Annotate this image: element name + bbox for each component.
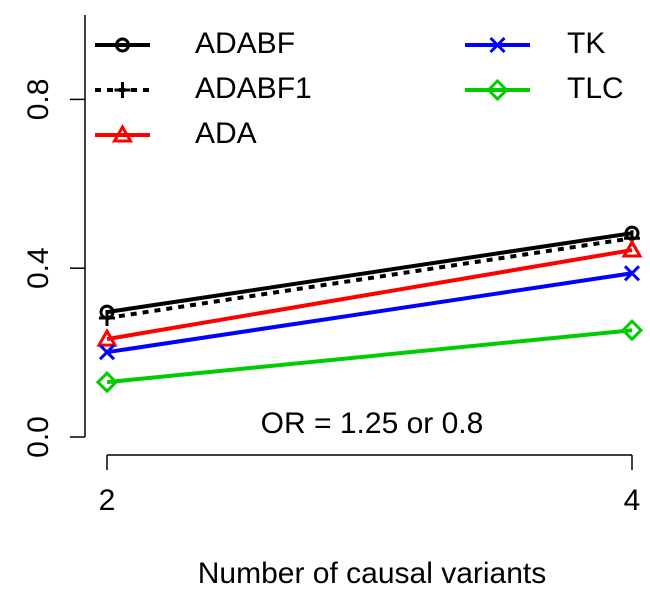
marker xyxy=(98,344,116,361)
series-line xyxy=(106,248,633,342)
marker xyxy=(95,371,119,394)
legend-label: TK xyxy=(567,27,605,60)
marker xyxy=(114,82,131,98)
series-line xyxy=(106,236,633,320)
series-line xyxy=(106,271,633,355)
marker xyxy=(111,123,134,143)
series-line xyxy=(106,231,633,315)
annotation: OR = 1.25 or 0.8 xyxy=(261,407,484,440)
x-tick-label: 2 xyxy=(99,484,116,517)
y-tick-label: 0.0 xyxy=(22,416,55,458)
marker xyxy=(623,265,641,282)
marker xyxy=(620,319,644,342)
legend-label: TLC xyxy=(567,72,624,105)
marker xyxy=(486,78,509,102)
marker xyxy=(489,36,506,54)
legend-label: ADABF1 xyxy=(195,72,312,105)
marker xyxy=(99,309,115,326)
marker xyxy=(96,328,118,347)
legend-label: ADABF xyxy=(195,27,295,60)
x-tick-label: 4 xyxy=(624,484,641,517)
legend-label: ADA xyxy=(195,117,257,150)
y-tick-label: 0.8 xyxy=(22,79,55,121)
y-tick-label: 0.4 xyxy=(22,247,55,289)
x-axis-label: Number of causal variants xyxy=(198,557,547,590)
series-line xyxy=(106,328,633,385)
marker xyxy=(621,239,643,258)
marker xyxy=(115,37,130,53)
